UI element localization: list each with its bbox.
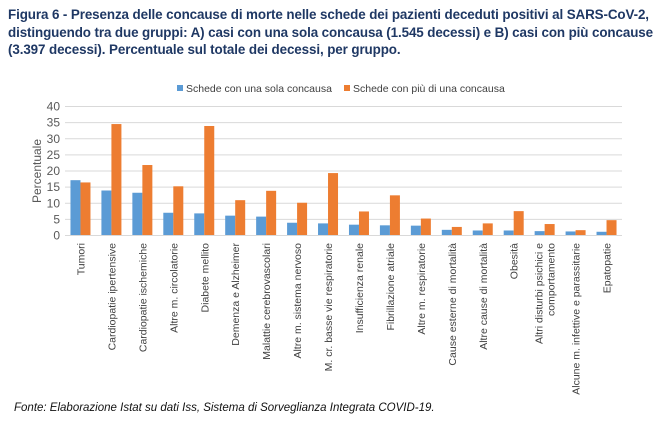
- bar-piu-concause: [142, 165, 153, 235]
- x-tick-label: Demenza e Alzheimer: [230, 243, 242, 346]
- bar-piu-concause: [451, 226, 462, 235]
- bar-una-sola-concausa: [596, 231, 607, 235]
- bar-piu-concause: [389, 195, 400, 235]
- bar-una-sola-concausa: [472, 230, 483, 235]
- y-tick-label: 10: [47, 196, 61, 210]
- x-tick-label-text: Altri disturbi psichici e: [534, 243, 546, 344]
- y-tick-label: 20: [47, 164, 61, 178]
- bar-una-sola-concausa: [410, 225, 421, 235]
- x-tick-label: Diabete mellito: [199, 243, 211, 313]
- bar-una-sola-concausa: [534, 231, 545, 235]
- bar-piu-concause: [266, 190, 277, 235]
- bar-una-sola-concausa: [70, 180, 81, 235]
- x-tick-label-text: Cause esterne di mortalità: [447, 243, 459, 366]
- source-note: Fonte: Elaborazione Istat su dati Iss, S…: [14, 402, 435, 414]
- x-tick-label: Obesità: [509, 243, 521, 279]
- x-tick-label: Insufficienza renale: [354, 243, 366, 333]
- bar-una-sola-concausa: [318, 223, 329, 235]
- y-axis-label: Percentuale: [30, 139, 44, 203]
- bar-piu-concause: [606, 220, 617, 235]
- x-tick-label-text: Fibrillazione atriale: [385, 243, 397, 331]
- x-tick-label-text: Diabete mellito: [199, 243, 211, 313]
- x-tick-label-text: Cardiopatie ischemiche: [137, 243, 149, 352]
- bar-piu-concause: [111, 124, 122, 235]
- y-axis-ticks: 0 5 10 15 20 25 30 35 40: [47, 100, 61, 243]
- bar-piu-concause: [328, 173, 339, 235]
- bar-una-sola-concausa: [194, 213, 205, 235]
- legend-swatch: [344, 85, 350, 91]
- gridlines: [65, 106, 622, 220]
- x-tick-label-text: Obesità: [509, 243, 521, 279]
- x-tick-label-text: Demenza e Alzheimer: [230, 243, 242, 346]
- figure-title: Figura 6 - Presenza delle concause di mo…: [8, 7, 653, 57]
- bar-una-sola-concausa: [132, 192, 143, 235]
- bar-una-sola-concausa: [441, 229, 452, 235]
- x-tick-label: Cardiopatie ischemiche: [137, 243, 149, 352]
- x-tick-label-text: Altre m. sistema nervoso: [292, 243, 304, 359]
- x-tick-label-text: Cardiopatie ipertensive: [106, 243, 118, 351]
- x-tick-label: Altre cause di mortalità: [478, 243, 490, 350]
- y-tick-label: 0: [53, 229, 60, 243]
- bar-piu-concause: [173, 186, 184, 235]
- x-tick-label: Altre m. circolatorie: [168, 243, 180, 333]
- y-tick-label: 15: [47, 180, 61, 194]
- bar-una-sola-concausa: [101, 190, 112, 235]
- x-axis-categories: Tumori Cardiopatie ipertensive Cardiopatie…: [75, 243, 613, 395]
- x-tick-label-text: Tumori: [75, 243, 87, 275]
- x-tick-label: Altre m. sistema nervoso: [292, 243, 304, 359]
- legend-swatch: [177, 85, 183, 91]
- x-tick-label: Fibrillazione atriale: [385, 243, 397, 331]
- y-tick-label: 35: [47, 116, 61, 130]
- bar-piu-concause: [513, 211, 524, 235]
- x-tick-label-text: M. cr. basse vie respiratorie: [323, 243, 335, 372]
- x-tick-label: Cause esterne di mortalità: [447, 243, 459, 366]
- x-tick-label-text: Epatopatie: [602, 243, 614, 293]
- y-tick-label: 25: [47, 148, 61, 162]
- bar-piu-concause: [575, 230, 586, 235]
- bar-piu-concause: [420, 218, 431, 235]
- x-tick-label-text: Altre m. circolatorie: [168, 243, 180, 333]
- y-tick-label: 5: [53, 212, 60, 226]
- x-tick-label: Tumori: [75, 243, 87, 275]
- x-tick-label-text: comportamento: [546, 243, 558, 316]
- bar-una-sola-concausa: [256, 216, 267, 235]
- bar-piu-concause: [358, 211, 369, 235]
- bar-piu-concause: [544, 224, 555, 235]
- x-tick-label: Cardiopatie ipertensive: [106, 243, 118, 351]
- bar-una-sola-concausa: [565, 231, 576, 235]
- bar-piu-concause: [80, 182, 91, 235]
- legend-label: Schede con più di una concausa: [353, 83, 505, 95]
- bar-piu-concause: [297, 202, 308, 235]
- x-tick-label: Epatopatie: [602, 243, 614, 293]
- bar-una-sola-concausa: [163, 212, 174, 235]
- y-tick-label: 40: [47, 100, 61, 114]
- x-tick-label-text: Insufficienza renale: [354, 243, 366, 333]
- legend: Schede con una sola concausa Schede con p…: [177, 83, 505, 95]
- bar-una-sola-concausa: [503, 230, 514, 235]
- x-tick-label: Altri disturbi psichici e comportamento: [534, 243, 558, 344]
- x-tick-label: Alcune m. infettive e parassitarie: [571, 243, 583, 395]
- x-tick-label-text: Malattie cerebrovascolari: [261, 243, 273, 360]
- x-tick-label: Altre m. respiratorie: [416, 243, 428, 335]
- bars: [70, 124, 617, 235]
- bar-piu-concause: [235, 200, 246, 235]
- y-tick-label: 30: [47, 132, 61, 146]
- x-tick-label-text: Altre m. respiratorie: [416, 243, 428, 335]
- x-tick-label-text: Alcune m. infettive e parassitarie: [571, 243, 583, 395]
- x-tick-label: Malattie cerebrovascolari: [261, 243, 273, 360]
- legend-label: Schede con una sola concausa: [186, 83, 332, 95]
- bar-una-sola-concausa: [348, 224, 359, 235]
- bar-piu-concause: [482, 223, 493, 235]
- bar-una-sola-concausa: [225, 215, 236, 235]
- x-tick-label: M. cr. basse vie respiratorie: [323, 243, 335, 372]
- bar-una-sola-concausa: [379, 225, 390, 235]
- x-tick-label-text: Altre cause di mortalità: [478, 243, 490, 350]
- bar-una-sola-concausa: [287, 222, 298, 235]
- bar-piu-concause: [204, 125, 215, 235]
